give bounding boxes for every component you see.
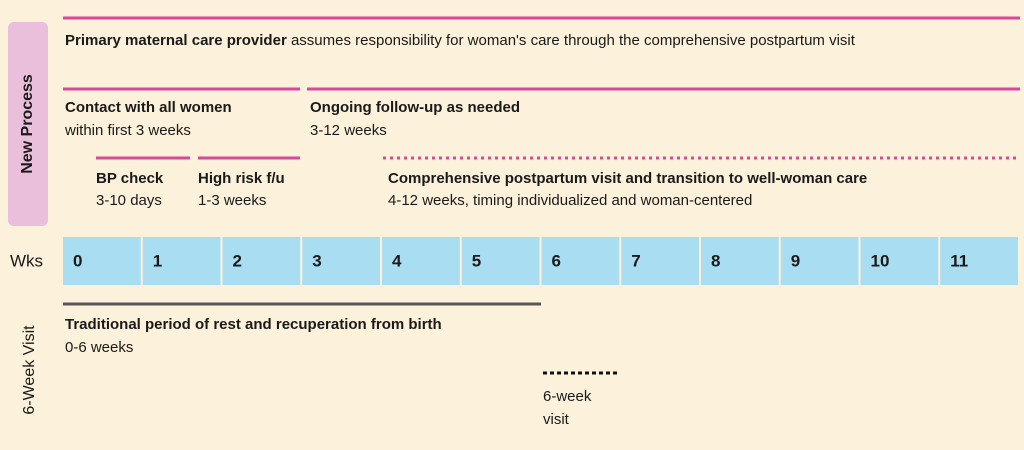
title: Comprehensive postpartum visit and trans… [388,170,867,187]
weeks-row: 0 1 2 3 4 5 6 7 8 9 10 11 [63,237,1018,285]
title: BP check [96,170,164,187]
text: within first 3 weeks [64,122,191,139]
week-label: 6 [552,251,561,270]
weeks-label: Wks [10,251,43,270]
title: Ongoing follow-up as needed [310,99,520,116]
week-cell [860,237,939,285]
week-label: 11 [950,251,968,270]
week-cell [701,237,779,285]
text: 3-12 weeks [310,122,387,139]
text: 1-3 weeks [198,192,266,209]
week-cell [541,237,620,285]
text: 0-6 weeks [65,339,133,356]
title: Primary maternal care provider [65,32,287,49]
section-label: 6-Week Visit [21,325,38,415]
week-cell [780,237,859,285]
week-label: 7 [631,251,640,270]
week-label: 4 [392,251,402,270]
week-label: 8 [711,251,720,270]
week-label: 9 [791,251,800,270]
title: High risk f/u [198,170,285,187]
text: visit [543,411,570,428]
week-cell [940,237,1018,285]
week-cell [222,237,301,285]
week-cell [142,237,221,285]
primary: Primary maternal care provider assumes r… [65,32,856,49]
week-label: 1 [153,251,162,270]
week-cell [621,237,699,285]
title: Traditional period of rest and recuperat… [65,316,442,333]
text: 4-12 weeks, timing individualized and wo… [388,192,752,209]
week-label: 5 [472,251,481,270]
text: assumes responsibility for woman's care … [291,32,856,49]
week-label: 10 [871,251,890,270]
week-cell [302,237,380,285]
title: Contact with all women [65,99,232,116]
section-label: New Process [19,74,36,174]
week-cell [63,237,141,285]
week-label: 0 [73,251,82,270]
text: 6-week [543,388,592,405]
week-label: 3 [312,251,321,270]
text: 3-10 days [96,192,162,209]
week-cell [382,237,460,285]
week-cell [461,237,540,285]
section-label-box [8,22,48,226]
week-label: 2 [233,251,242,270]
